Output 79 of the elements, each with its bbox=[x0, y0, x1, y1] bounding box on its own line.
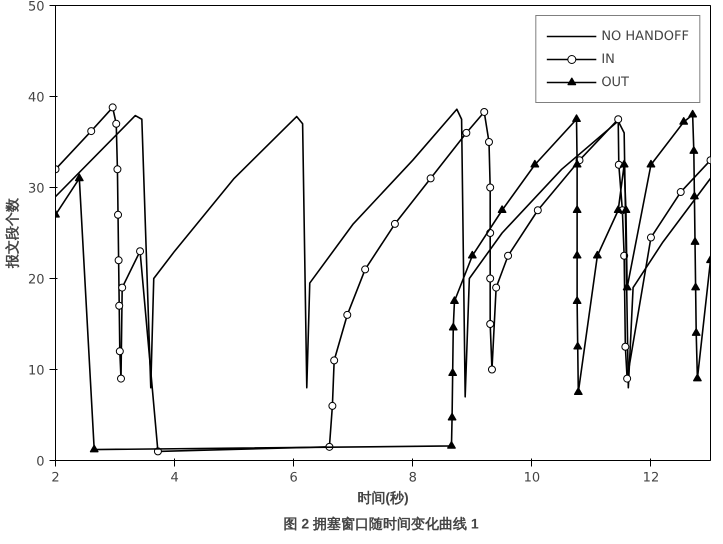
point bbox=[492, 284, 500, 292]
x-tick-label: 6 bbox=[290, 470, 298, 486]
point bbox=[448, 322, 458, 330]
point bbox=[621, 205, 630, 214]
point bbox=[462, 128, 470, 137]
point bbox=[621, 342, 630, 351]
point bbox=[592, 250, 602, 259]
point bbox=[480, 108, 488, 116]
point bbox=[498, 205, 507, 214]
point bbox=[692, 328, 701, 336]
point bbox=[646, 160, 656, 168]
point bbox=[688, 110, 698, 118]
point bbox=[614, 205, 623, 214]
point bbox=[676, 188, 685, 196]
point bbox=[361, 265, 370, 274]
y-tick-label: 10 bbox=[28, 364, 45, 378]
point bbox=[572, 250, 582, 259]
point bbox=[504, 252, 512, 260]
point bbox=[614, 115, 622, 124]
point bbox=[572, 114, 582, 122]
x-tick-label: 2 bbox=[51, 470, 60, 486]
point bbox=[330, 356, 338, 364]
point bbox=[468, 250, 477, 259]
point bbox=[448, 368, 458, 376]
x-tick-label: 4 bbox=[170, 470, 179, 486]
point bbox=[112, 120, 120, 128]
point bbox=[118, 284, 126, 292]
legend-label: NO HANDOFF bbox=[601, 28, 689, 44]
point bbox=[572, 205, 582, 214]
point bbox=[534, 206, 542, 214]
x-tick-label: 10 bbox=[524, 470, 540, 486]
point bbox=[450, 296, 459, 304]
point bbox=[646, 234, 655, 242]
point bbox=[691, 282, 700, 290]
point bbox=[115, 302, 124, 310]
point bbox=[572, 296, 582, 304]
point bbox=[679, 116, 688, 125]
point bbox=[620, 160, 629, 168]
legend-label: IN bbox=[601, 52, 616, 66]
point bbox=[623, 374, 632, 383]
point bbox=[530, 160, 540, 168]
x-tick-label: 8 bbox=[408, 470, 417, 486]
point bbox=[108, 103, 117, 112]
point bbox=[116, 347, 124, 356]
point bbox=[486, 320, 494, 328]
point bbox=[446, 440, 456, 449]
legend-label: OUT bbox=[601, 74, 630, 90]
point bbox=[573, 342, 582, 350]
y-tick-label: 50 bbox=[28, 0, 45, 14]
y-tick-label: 20 bbox=[28, 272, 45, 288]
y-tick-label: 0 bbox=[36, 454, 45, 470]
point bbox=[328, 402, 336, 410]
point bbox=[90, 444, 99, 452]
y-tick-label: 40 bbox=[28, 90, 45, 106]
point bbox=[690, 236, 700, 245]
point bbox=[488, 366, 496, 374]
point bbox=[114, 210, 122, 219]
x-tick-label: 12 bbox=[642, 470, 660, 486]
point bbox=[426, 174, 435, 182]
point bbox=[136, 247, 144, 256]
y-axis-title: 报文段个数 bbox=[4, 197, 20, 269]
point bbox=[486, 184, 494, 192]
point bbox=[113, 165, 122, 174]
point bbox=[390, 220, 399, 228]
point bbox=[114, 256, 123, 264]
point bbox=[574, 387, 583, 396]
point bbox=[484, 138, 493, 146]
point bbox=[87, 127, 96, 136]
point bbox=[486, 274, 494, 282]
text: 图 2 拥塞窗口随时间变化曲线 1 bbox=[283, 516, 479, 532]
point bbox=[448, 412, 457, 421]
point bbox=[572, 160, 582, 168]
point bbox=[117, 374, 125, 383]
point bbox=[343, 310, 352, 319]
x-axis-title: 时间(秒) bbox=[357, 490, 409, 506]
point bbox=[689, 146, 698, 154]
point bbox=[690, 191, 699, 200]
y-tick-label: 30 bbox=[28, 182, 45, 196]
point bbox=[74, 173, 84, 182]
